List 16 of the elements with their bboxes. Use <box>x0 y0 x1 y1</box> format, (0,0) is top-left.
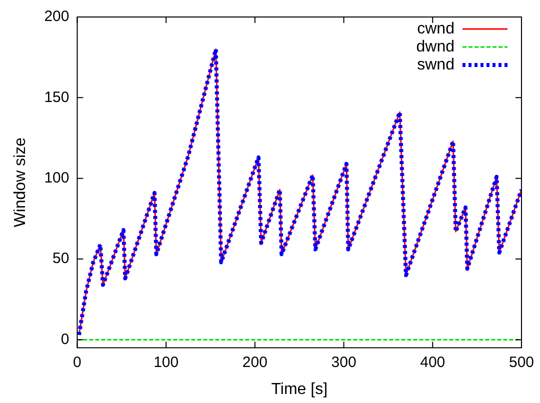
y-tick-label: 200 <box>44 8 70 26</box>
y-tick-label: 0 <box>60 330 70 348</box>
x-tick-label: 300 <box>331 354 356 371</box>
legend-label: dwnd <box>416 38 454 56</box>
x-tick-label: 100 <box>154 354 179 371</box>
legend-label: cwnd <box>417 20 454 38</box>
y-tick-label: 50 <box>52 250 70 268</box>
x-tick-label: 0 <box>73 354 82 371</box>
legend-label: swnd <box>417 56 454 74</box>
x-tick-label: 200 <box>242 354 268 371</box>
y-tick-label: 100 <box>44 170 70 187</box>
y-axis-title: Window size <box>12 137 30 228</box>
y-tick-label: 150 <box>44 88 70 106</box>
x-tick-label: 400 <box>420 354 446 371</box>
x-axis-title: Time [s] <box>271 380 328 398</box>
x-tick-label: 500 <box>508 354 534 371</box>
